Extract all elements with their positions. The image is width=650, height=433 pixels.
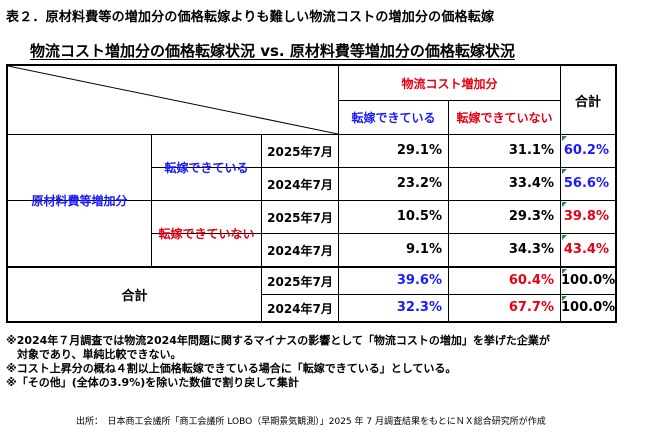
note-line: ※2024年７月調査では物流2024年問題に関するマイナスの影響として「物流コス…: [6, 334, 550, 347]
header-not-passed: 転嫁できていない: [456, 111, 553, 125]
value-cell: 100.0%: [561, 300, 616, 315]
year-label: 2024年7月: [267, 177, 333, 192]
value-cell: 39.8%: [563, 209, 609, 224]
header-passed: 転嫁できている: [351, 111, 436, 125]
value-cell: 39.6%: [396, 273, 442, 288]
table-title: 物流コスト増加分の価格転嫁状況 vs. 原材料費等増加分の価格転嫁状況: [30, 42, 515, 60]
value-cell: 32.3%: [396, 300, 442, 315]
comparison-table: 物流コスト増加分 転嫁できている 転嫁できていない 合計 原材料費等増加分 転嫁…: [6, 64, 617, 323]
year-label: 2025年7月: [267, 210, 333, 225]
value-cell: 23.2%: [396, 176, 442, 191]
cell-marker-icon: [562, 202, 567, 207]
row-group-material: 原材料費等増加分: [31, 194, 128, 208]
header-diagonal: [8, 66, 338, 134]
page-title: 表２．原材料費等の増加分の価格転嫁よりも難しい物流コストの増加分の価格転嫁: [6, 10, 495, 25]
cell-marker-icon: [562, 136, 567, 141]
row-passed-label: 転嫁できている: [164, 161, 249, 175]
value-cell: 60.4%: [508, 273, 554, 288]
row-not-passed-label: 転嫁できていない: [158, 227, 255, 241]
value-cell: 10.5%: [396, 209, 442, 224]
year-label: 2025年7月: [267, 274, 333, 289]
header-total: 合計: [574, 94, 601, 110]
value-cell: 29.1%: [396, 143, 442, 158]
header-logistics-group: 物流コスト増加分: [401, 76, 498, 91]
value-cell: 29.3%: [508, 209, 554, 224]
value-cell: 33.4%: [508, 176, 554, 191]
year-label: 2024年7月: [267, 301, 333, 316]
note-line: ※コスト上昇分の概ね４割以上価格転嫁できている場合に「転嫁できている」としている…: [6, 362, 457, 375]
value-cell: 67.7%: [508, 300, 554, 315]
cell-marker-icon: [562, 169, 567, 174]
value-cell: 43.4%: [563, 242, 609, 257]
value-cell: 56.6%: [563, 176, 609, 191]
value-cell: 31.1%: [508, 143, 554, 158]
value-cell: 9.1%: [405, 242, 442, 257]
value-cell: 100.0%: [561, 273, 616, 288]
note-line: ※「その他」(全体の3.9%)を除いた数値で割り戻して集計: [6, 376, 299, 389]
value-cell: 60.2%: [563, 143, 609, 158]
source-note: 出所： 日本商工会議所「商工会議所 LOBO（早期景気観測）」2025 年 7 …: [76, 417, 546, 427]
value-cell: 34.3%: [508, 242, 554, 257]
cell-marker-icon: [562, 235, 567, 240]
cell-marker-icon: [562, 269, 567, 274]
year-label: 2024年7月: [267, 243, 333, 258]
row-total-label: 合計: [121, 289, 148, 304]
year-label: 2025年7月: [267, 144, 333, 159]
cell-marker-icon: [562, 296, 567, 301]
notes: ※2024年７月調査では物流2024年問題に関するマイナスの影響として「物流コス…: [6, 334, 550, 390]
note-line: 対象であり、単純比較できない。: [6, 348, 182, 361]
